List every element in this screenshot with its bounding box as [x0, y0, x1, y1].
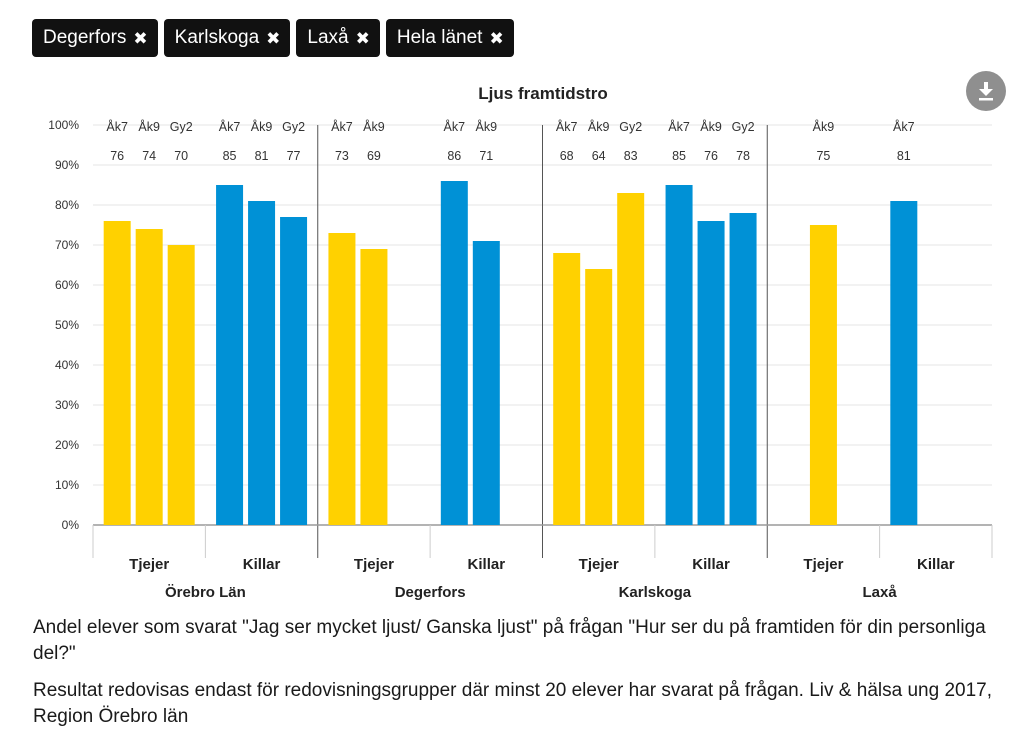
filter-chip-label: Karlskoga	[174, 27, 260, 48]
y-tick-label: 10%	[55, 478, 79, 492]
filter-chip-label: Degerfors	[43, 27, 127, 48]
bar-category-label: Gy2	[619, 120, 642, 134]
filter-chip-hela-lanet[interactable]: Hela länet ✖	[385, 19, 514, 57]
y-tick-label: 60%	[55, 278, 79, 292]
bar-value-label: 76	[110, 149, 124, 163]
bar-category-label: Åk7	[106, 119, 128, 134]
bar-category-label: Åk9	[588, 119, 610, 134]
gender-label: Killar	[243, 556, 281, 573]
bar-category-label: Åk7	[219, 119, 241, 134]
download-icon	[979, 82, 993, 101]
filter-chip-laxa[interactable]: Laxå ✖	[296, 19, 380, 57]
bar-category-label: Åk9	[813, 119, 835, 134]
bar-value-label: 78	[736, 149, 750, 163]
bar-category-label: Gy2	[732, 120, 755, 134]
bar-value-label: 73	[335, 149, 349, 163]
close-icon[interactable]: ✖	[355, 28, 370, 48]
bar	[553, 253, 581, 525]
bar-value-label: 85	[223, 149, 237, 163]
y-tick-label: 0%	[62, 518, 80, 532]
bar-category-label: Åk7	[893, 119, 915, 134]
chart-description: Andel elever som svarat "Jag ser mycket …	[33, 617, 986, 664]
bar-value-label: 85	[672, 149, 686, 163]
bar-chart: Ljus framtidstro 0% 10% 20% 30% 40% 50% 60% 70% 8…	[48, 84, 993, 601]
bar	[697, 221, 725, 525]
download-button[interactable]	[966, 71, 1006, 111]
bar	[248, 201, 276, 525]
bar-category-label: Åk9	[251, 119, 273, 134]
bar-value-label: 76	[704, 149, 718, 163]
bar-category-label: Gy2	[282, 120, 305, 134]
bar	[585, 269, 613, 525]
region-label: Laxå	[863, 584, 898, 601]
bar-category-label: Åk7	[668, 119, 690, 134]
bar-category-label: Gy2	[170, 120, 193, 134]
bar-value-label: 81	[255, 149, 269, 163]
bar-category-label: Åk7	[556, 119, 578, 134]
filter-chip-label: Laxå	[307, 27, 349, 48]
bar-category-label: Åk7	[444, 119, 466, 134]
bar	[729, 213, 757, 525]
bar-value-label: 83	[624, 149, 638, 163]
y-tick-label: 100%	[48, 118, 79, 132]
bar	[360, 249, 388, 525]
filter-chip-degerfors[interactable]: Degerfors ✖	[32, 19, 158, 57]
y-tick-label: 20%	[55, 438, 79, 452]
bar	[280, 217, 308, 525]
bar	[472, 241, 500, 525]
bar	[216, 185, 244, 525]
y-tick-label: 40%	[55, 358, 79, 372]
bar	[103, 221, 131, 525]
region-label: Örebro Län	[165, 584, 246, 601]
gender-label: Killar	[917, 556, 955, 573]
close-icon[interactable]: ✖	[133, 28, 148, 48]
y-tick-label: 80%	[55, 198, 79, 212]
gender-label: Tjejer	[579, 556, 619, 573]
close-icon[interactable]: ✖	[489, 28, 504, 48]
y-tick-label: 50%	[55, 318, 79, 332]
bar	[135, 229, 163, 525]
gender-label: Tjejer	[129, 556, 169, 573]
region-label: Degerfors	[395, 584, 466, 601]
y-tick-label: 30%	[55, 398, 79, 412]
filter-chip-label: Hela länet	[396, 27, 483, 48]
bar-category-label: Åk9	[138, 119, 160, 134]
y-tick-label: 90%	[55, 158, 79, 172]
bar	[617, 193, 645, 525]
bar-value-label: 69	[367, 149, 381, 163]
gender-label: Tjejer	[803, 556, 843, 573]
bar	[890, 201, 918, 525]
chart-title: Ljus framtidstro	[478, 84, 607, 103]
filter-bar: Degerfors ✖ Karlskoga ✖ Laxå ✖ Hela läne…	[32, 19, 514, 57]
gender-label: Killar	[692, 556, 730, 573]
chart-source-note: Resultat redovisas endast för redovisnin…	[33, 680, 992, 727]
bar-category-label: Åk9	[700, 119, 722, 134]
bar-value-label: 75	[816, 149, 830, 163]
bar-value-label: 74	[142, 149, 156, 163]
y-tick-label: 70%	[55, 238, 79, 252]
bar-category-label: Åk9	[476, 119, 498, 134]
bar-value-label: 64	[592, 149, 606, 163]
bar-value-label: 71	[479, 149, 493, 163]
bar-value-label: 86	[447, 149, 461, 163]
bar	[665, 185, 693, 525]
bar-value-label: 81	[897, 149, 911, 163]
bar	[809, 225, 837, 525]
region-label: Karlskoga	[619, 584, 692, 601]
bar-value-label: 77	[287, 149, 301, 163]
filter-chip-karlskoga[interactable]: Karlskoga ✖	[163, 19, 291, 57]
bar	[440, 181, 468, 525]
bar-category-label: Åk7	[331, 119, 353, 134]
bar	[328, 233, 356, 525]
bar-value-label: 70	[174, 149, 188, 163]
gender-label: Killar	[468, 556, 506, 573]
gender-label: Tjejer	[354, 556, 394, 573]
close-icon[interactable]: ✖	[266, 28, 281, 48]
bar	[167, 245, 195, 525]
bar-value-label: 68	[560, 149, 574, 163]
bar-category-label: Åk9	[363, 119, 385, 134]
